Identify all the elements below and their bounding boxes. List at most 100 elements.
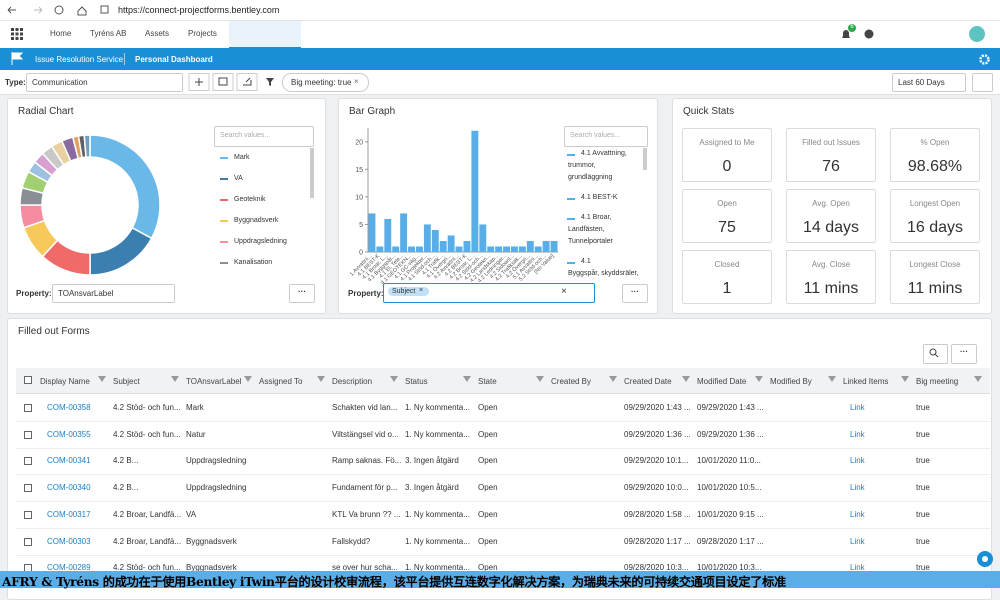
column-filter[interactable] <box>901 376 909 382</box>
stat-card[interactable]: Open 75 <box>682 189 772 243</box>
checkbox[interactable] <box>24 484 32 493</box>
column-header[interactable]: Big meeting <box>916 377 959 386</box>
search-box[interactable] <box>214 126 314 147</box>
active-tab[interactable] <box>229 21 301 49</box>
nav-item[interactable]: Assets <box>145 29 170 38</box>
column-header[interactable]: Created Date <box>624 377 672 386</box>
column-header[interactable]: Description <box>332 377 373 386</box>
column-header[interactable]: Modified By <box>770 377 812 386</box>
property-select[interactable] <box>52 284 175 303</box>
more-button[interactable]: ··· <box>951 344 977 364</box>
lock-button[interactable] <box>972 73 993 92</box>
checkbox[interactable] <box>24 430 32 439</box>
cell[interactable]: COM-00340 <box>47 483 91 493</box>
search-box[interactable] <box>564 126 648 147</box>
property-select[interactable] <box>383 283 595 303</box>
property-chip[interactable]: Subject <box>388 287 430 296</box>
avatar[interactable] <box>969 26 985 42</box>
apps-icon[interactable] <box>11 28 23 40</box>
cell[interactable]: COM-00355 <box>47 429 91 439</box>
column-header[interactable]: Modified Date <box>697 377 747 386</box>
cell[interactable]: Link <box>850 509 865 519</box>
forward[interactable] <box>34 6 43 14</box>
property-label: Property: <box>16 289 52 298</box>
help[interactable] <box>864 29 874 39</box>
column-header[interactable]: Assigned To <box>259 377 303 386</box>
column-header[interactable]: State <box>478 377 497 386</box>
nav-item[interactable]: Projects <box>188 29 217 38</box>
stat-card[interactable]: Filled out Issues 76 <box>786 128 876 182</box>
column-filter[interactable] <box>536 376 544 382</box>
legend-swatch <box>220 178 228 180</box>
checkbox[interactable] <box>24 537 32 546</box>
stat-card[interactable]: Closed 1 <box>682 250 772 304</box>
column-filter[interactable] <box>171 376 179 382</box>
clear[interactable]: × <box>561 286 567 297</box>
column-filter[interactable] <box>682 376 690 382</box>
stat-card[interactable]: Assigned to Me 0 <box>682 128 772 182</box>
column-header[interactable]: Created By <box>551 377 592 386</box>
nav-item[interactable]: Home <box>50 29 72 38</box>
column-filter[interactable] <box>390 376 398 382</box>
column-filter[interactable] <box>609 376 617 382</box>
cell: Natur <box>186 429 206 439</box>
column-header[interactable]: Subject <box>113 377 140 386</box>
more-button[interactable]: ··· <box>622 284 648 303</box>
column-header[interactable]: Status <box>405 377 428 386</box>
cell: KTL Va brunn ?? ... <box>332 509 401 519</box>
date-select[interactable] <box>892 73 966 92</box>
reload[interactable] <box>54 5 64 15</box>
checkbox[interactable] <box>24 376 32 384</box>
column-header[interactable]: Display Name <box>40 377 90 386</box>
export[interactable] <box>236 73 258 91</box>
nav-item[interactable]: Tyréns AB <box>90 29 127 38</box>
cell[interactable]: Link <box>850 536 865 546</box>
cell[interactable]: Link <box>850 483 865 493</box>
column-filter[interactable] <box>974 376 982 382</box>
column-filter[interactable] <box>463 376 471 382</box>
row-line <box>16 474 990 476</box>
cell: 4.2 Stöd- och fun... <box>113 429 181 439</box>
checkbox[interactable] <box>24 457 32 466</box>
cell[interactable]: COM-00341 <box>47 456 91 466</box>
chip-close[interactable]: × <box>419 287 424 294</box>
cell[interactable]: COM-00303 <box>47 536 91 546</box>
chat-button[interactable] <box>976 550 994 568</box>
cell[interactable]: COM-00289 <box>47 563 91 573</box>
column-filter[interactable] <box>244 376 252 382</box>
home[interactable] <box>77 6 87 16</box>
settings[interactable] <box>979 54 990 65</box>
column-header[interactable]: Linked Items <box>843 377 889 386</box>
cell[interactable]: Link <box>850 456 865 466</box>
column-filter[interactable] <box>98 376 106 382</box>
url[interactable]: https://connect-projectforms.bentley.com <box>118 5 280 15</box>
more-button[interactable]: ··· <box>289 284 315 303</box>
column-filter[interactable] <box>828 376 836 382</box>
cell[interactable]: Link <box>850 403 865 412</box>
cell[interactable]: COM-00358 <box>47 403 91 412</box>
y-tick-label: 5 <box>359 222 363 229</box>
type-select[interactable] <box>26 73 183 92</box>
service-name[interactable]: Issue Resolution Service <box>35 55 124 64</box>
column-header[interactable]: TOAnsvarLabel <box>186 377 242 386</box>
cell[interactable]: Link <box>850 429 865 439</box>
bell[interactable] <box>842 30 850 38</box>
checkbox[interactable] <box>24 510 32 519</box>
stat-card[interactable]: Longest Open 16 days <box>890 189 980 243</box>
cell[interactable]: COM-00317 <box>47 509 91 519</box>
stat-card[interactable]: Longest Close 11 mins <box>890 250 980 304</box>
column-filter[interactable] <box>317 376 325 382</box>
chip-close[interactable]: × <box>354 77 359 86</box>
view[interactable] <box>212 73 234 91</box>
stat-card[interactable]: Avg. Close 11 mins <box>786 250 876 304</box>
cell[interactable]: Link <box>850 563 865 573</box>
stat-card[interactable]: Avg. Open 14 days <box>786 189 876 243</box>
filter[interactable] <box>266 78 274 86</box>
stat-card[interactable]: % Open 98.68% <box>890 128 980 182</box>
checkbox[interactable] <box>24 404 32 412</box>
filter-chip[interactable] <box>282 73 369 92</box>
column-filter[interactable] <box>755 376 763 382</box>
page-name[interactable]: Personal Dashboard <box>135 55 213 64</box>
back[interactable] <box>7 6 16 14</box>
